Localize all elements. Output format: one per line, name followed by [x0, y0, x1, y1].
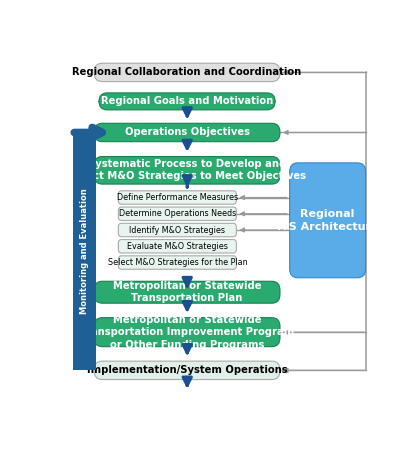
Text: Regional Collaboration and Coordination: Regional Collaboration and Coordination [73, 67, 301, 78]
FancyBboxPatch shape [94, 281, 280, 303]
FancyBboxPatch shape [118, 191, 236, 204]
Text: Systematic Process to Develop and
Select M&O Strategies to Meet Objectives: Systematic Process to Develop and Select… [68, 159, 306, 181]
Text: Evaluate M&O Strategies: Evaluate M&O Strategies [127, 242, 228, 251]
Text: Regional
ITS Architecture: Regional ITS Architecture [277, 209, 378, 231]
Text: Metropolitan or Statewide
Transportation Improvement Program
or Other Funding Pr: Metropolitan or Statewide Transportation… [80, 315, 294, 350]
Text: Define Performance Measures: Define Performance Measures [117, 193, 238, 202]
FancyBboxPatch shape [94, 157, 280, 184]
FancyBboxPatch shape [94, 361, 280, 380]
FancyBboxPatch shape [94, 123, 280, 142]
FancyBboxPatch shape [118, 207, 236, 220]
Text: Select M&O Strategies for the Plan: Select M&O Strategies for the Plan [108, 258, 247, 267]
FancyBboxPatch shape [290, 163, 366, 278]
FancyBboxPatch shape [94, 63, 280, 82]
FancyBboxPatch shape [73, 133, 96, 370]
Text: Operations Objectives: Operations Objectives [125, 128, 249, 138]
Text: Metropolitan or Statewide
Transportation Plan: Metropolitan or Statewide Transportation… [113, 281, 261, 303]
FancyBboxPatch shape [99, 93, 275, 110]
FancyBboxPatch shape [94, 318, 280, 347]
FancyBboxPatch shape [118, 240, 236, 253]
Text: Monitoring and Evaluation: Monitoring and Evaluation [80, 189, 89, 314]
Text: Implementation/System Operations: Implementation/System Operations [87, 365, 287, 375]
Text: Determine Operations Needs: Determine Operations Needs [119, 209, 236, 218]
Text: Regional Goals and Motivation: Regional Goals and Motivation [101, 96, 273, 106]
FancyBboxPatch shape [118, 256, 236, 269]
FancyBboxPatch shape [118, 224, 236, 237]
Text: Identify M&O Strategies: Identify M&O Strategies [129, 225, 225, 235]
